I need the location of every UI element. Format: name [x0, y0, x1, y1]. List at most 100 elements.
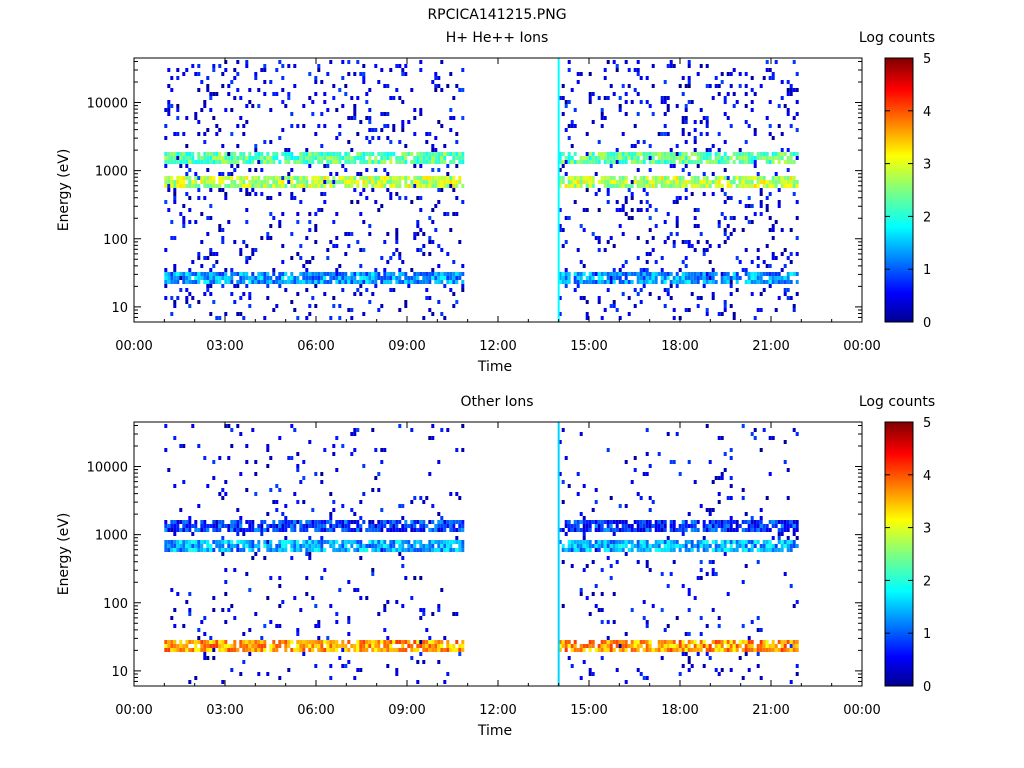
heatmap-cell [230, 132, 234, 136]
heatmap-cell [206, 76, 210, 80]
heatmap-cell [359, 152, 363, 156]
heatmap-cell [669, 540, 673, 544]
heatmap-cell [666, 640, 670, 644]
heatmap-cell [248, 640, 252, 644]
heatmap-cell [296, 500, 300, 504]
heatmap-cell [428, 436, 432, 440]
heatmap-cell [699, 640, 703, 644]
heatmap-cell [431, 528, 435, 532]
heatmap-cell [684, 256, 688, 260]
heatmap-cell [272, 308, 276, 312]
heatmap-cell [446, 548, 450, 552]
heatmap-cell [176, 108, 180, 112]
heatmap-cell [230, 604, 234, 608]
heatmap-cell [666, 292, 670, 296]
heatmap-cell [371, 176, 375, 180]
heatmap-cell [672, 316, 676, 320]
heatmap-cell [558, 296, 562, 300]
heatmap-cell [218, 280, 222, 284]
heatmap-cell [347, 660, 351, 664]
colorbar-scale [884, 421, 914, 687]
heatmap-cell [245, 544, 249, 548]
heatmap-cell [182, 204, 186, 208]
heatmap-cell [744, 140, 748, 144]
heatmap-cell [335, 180, 339, 184]
heatmap-cell [290, 168, 294, 172]
heatmap-cell [609, 236, 613, 240]
heatmap-cell [606, 96, 610, 100]
heatmap-cell [224, 644, 228, 648]
heatmap-cell [422, 176, 426, 180]
heatmap-cell [308, 524, 312, 528]
heatmap-cell [389, 544, 393, 548]
heatmap-cell [645, 184, 649, 188]
heatmap-cell [386, 520, 390, 524]
heatmap-cell [347, 540, 351, 544]
heatmap-cell [374, 644, 378, 648]
heatmap-cell [317, 276, 321, 280]
heatmap-cell [311, 156, 315, 160]
heatmap-cell [311, 548, 315, 552]
heatmap-cell [561, 276, 565, 280]
heatmap-cell [452, 548, 456, 552]
heatmap-cell [320, 536, 324, 540]
heatmap-cell [215, 272, 219, 276]
heatmap-cell [431, 612, 435, 616]
heatmap-cell [711, 96, 715, 100]
heatmap-cell [660, 572, 664, 576]
heatmap-cell [272, 92, 276, 96]
heatmap-cell [386, 272, 390, 276]
heatmap-cell [440, 312, 444, 316]
heatmap-cell [591, 640, 595, 644]
heatmap-cell [437, 244, 441, 248]
heatmap-cell [377, 488, 381, 492]
heatmap-cell [167, 188, 171, 192]
heatmap-cell [344, 84, 348, 88]
heatmap-cell [708, 560, 712, 564]
heatmap-cell [200, 648, 204, 652]
heatmap-cell [455, 536, 459, 540]
heatmap-cell [212, 176, 216, 180]
heatmap-cell [380, 640, 384, 644]
heatmap-cell [341, 280, 345, 284]
heatmap-cell [756, 184, 760, 188]
heatmap-cell [269, 196, 273, 200]
heatmap-cell [765, 528, 769, 532]
heatmap-cell [191, 64, 195, 68]
heatmap-cell [705, 508, 709, 512]
heatmap-cell [726, 496, 730, 500]
heatmap-cell [651, 500, 655, 504]
heatmap-cell [380, 508, 384, 512]
heatmap-cell [179, 184, 183, 188]
heatmap-cell [774, 176, 778, 180]
heatmap-cell [612, 620, 616, 624]
heatmap-cell [678, 184, 682, 188]
heatmap-cell [305, 152, 309, 156]
heatmap-cell [197, 648, 201, 652]
heatmap-cell [374, 540, 378, 544]
heatmap-cell [212, 460, 216, 464]
x-tick-label: 12:00 [479, 339, 516, 354]
heatmap-cell [732, 180, 736, 184]
heatmap-cell [356, 60, 360, 64]
heatmap-cell [603, 544, 607, 548]
heatmap-cell [377, 180, 381, 184]
heatmap-cell [624, 552, 628, 556]
heatmap-cell [431, 540, 435, 544]
heatmap-cell [416, 176, 420, 180]
heatmap-cell [221, 520, 225, 524]
heatmap-cell [407, 644, 411, 648]
heatmap-cell [380, 448, 384, 452]
heatmap-cell [380, 180, 384, 184]
heatmap-cell [332, 648, 336, 652]
heatmap-cell [630, 196, 634, 200]
heatmap-cell [762, 428, 766, 432]
heatmap-cell [260, 280, 264, 284]
heatmap-cell [293, 196, 297, 200]
heatmap-cell [756, 308, 760, 312]
heatmap-cell [308, 152, 312, 156]
heatmap-cell [726, 272, 730, 276]
heatmap-cell [191, 640, 195, 644]
heatmap-cell [227, 280, 231, 284]
heatmap-cell [443, 144, 447, 148]
